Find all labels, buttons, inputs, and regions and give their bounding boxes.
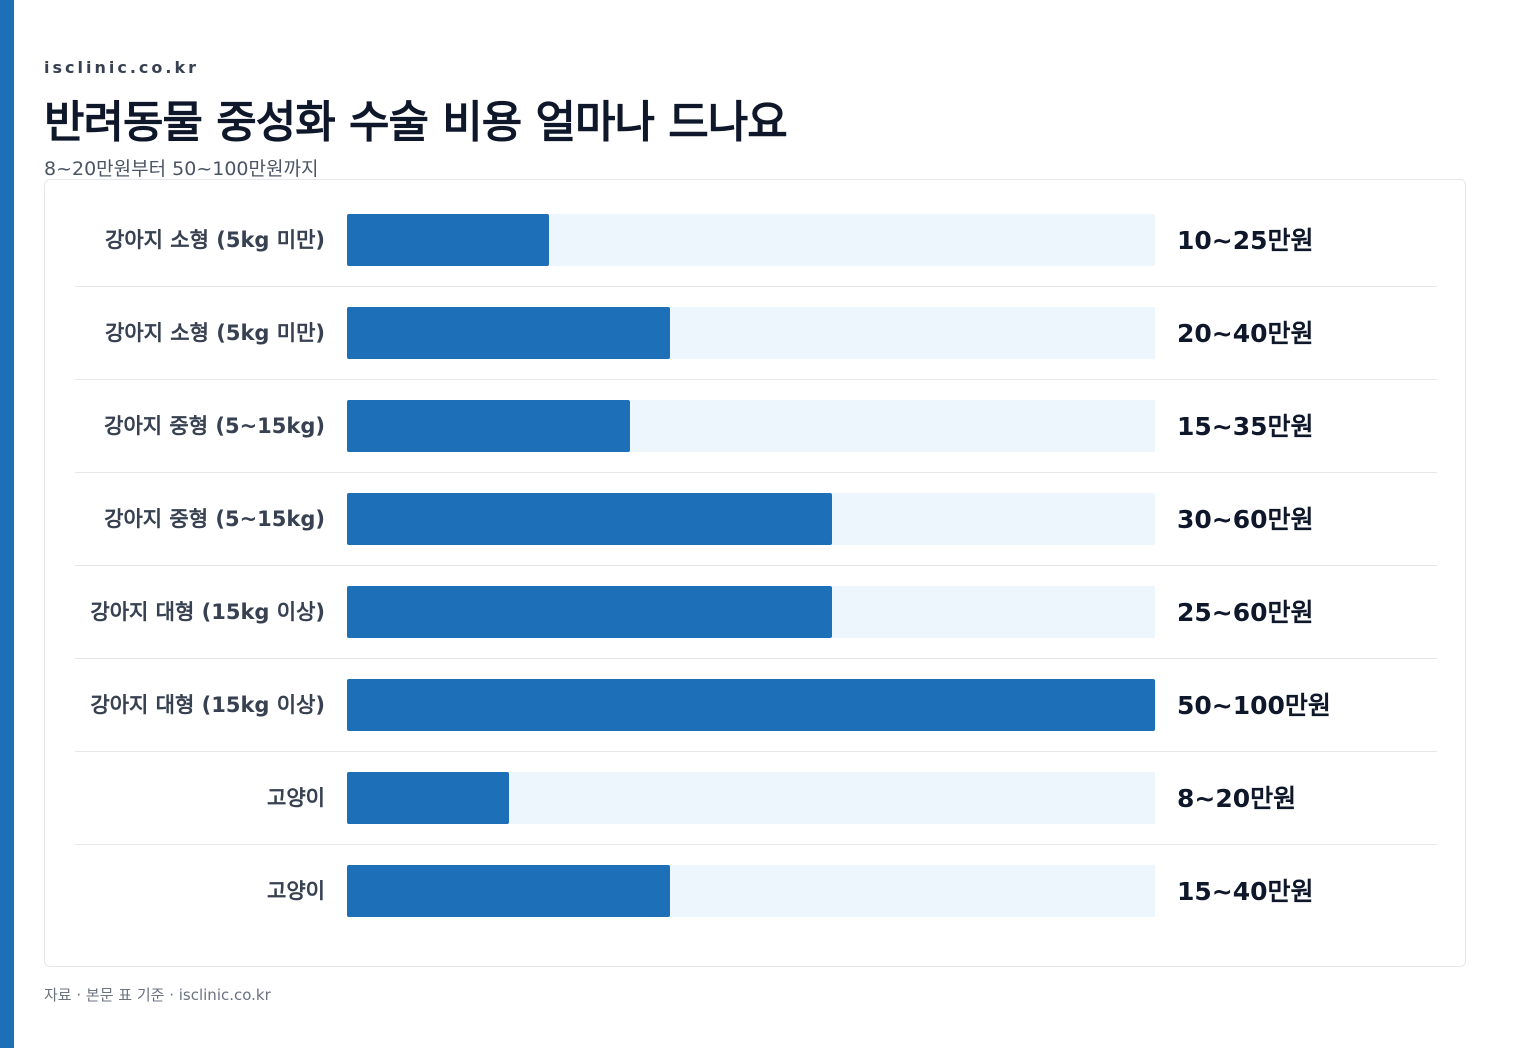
bar-track — [347, 214, 1155, 266]
category-label: 강아지 소형 (5kg 미만) — [105, 321, 325, 345]
value-label: 15~35만원 — [1177, 412, 1314, 441]
value-label: 20~40만원 — [1177, 319, 1314, 348]
bar-track — [347, 400, 1155, 452]
bar-row: 고양이 15~40만원 — [75, 845, 1437, 938]
bar-track — [347, 307, 1155, 359]
bar — [347, 772, 509, 824]
bar — [347, 307, 671, 359]
category-label: 고양이 — [267, 786, 325, 810]
bar — [347, 493, 832, 545]
bar-row: 강아지 소형 (5kg 미만) 20~40만원 — [75, 287, 1437, 380]
bar-track — [347, 772, 1155, 824]
bar-row: 강아지 대형 (15kg 이상) 25~60만원 — [75, 566, 1437, 659]
value-label: 10~25만원 — [1177, 226, 1314, 255]
bar — [347, 679, 1155, 731]
value-label: 50~100만원 — [1177, 691, 1331, 720]
bar-track — [347, 586, 1155, 638]
category-label: 강아지 중형 (5~15kg) — [104, 414, 325, 438]
chart-subtitle: 8~20만원부터 50~100만원까지 — [44, 158, 319, 180]
bar-track — [347, 679, 1155, 731]
bar — [347, 214, 549, 266]
value-label: 15~40만원 — [1177, 877, 1314, 906]
bar — [347, 586, 832, 638]
bar-track — [347, 865, 1155, 917]
bar-rows: 강아지 소형 (5kg 미만) 10~25만원 강아지 소형 (5kg 미만) 20~… — [75, 194, 1437, 938]
value-label: 25~60만원 — [1177, 598, 1314, 627]
chart-card: 강아지 소형 (5kg 미만) 10~25만원 강아지 소형 (5kg 미만) 20~… — [44, 179, 1466, 967]
bar-track — [347, 493, 1155, 545]
category-label: 고양이 — [267, 879, 325, 903]
value-label: 8~20만원 — [1177, 784, 1297, 813]
bar — [347, 400, 630, 452]
chart-title: 반려동물 중성화 수술 비용 얼마나 드나요 — [44, 97, 788, 148]
category-label: 강아지 대형 (15kg 이상) — [90, 600, 325, 624]
accent-bar — [0, 0, 14, 1048]
category-label: 강아지 소형 (5kg 미만) — [105, 228, 325, 252]
source-note: 자료 · 본문 표 기준 · isclinic.co.kr — [44, 986, 271, 1004]
bar-row: 강아지 대형 (15kg 이상) 50~100만원 — [75, 659, 1437, 752]
site-name: isclinic.co.kr — [44, 58, 199, 77]
bar-row: 강아지 중형 (5~15kg) 30~60만원 — [75, 473, 1437, 566]
bar-row: 강아지 소형 (5kg 미만) 10~25만원 — [75, 194, 1437, 287]
category-label: 강아지 대형 (15kg 이상) — [90, 693, 325, 717]
bar-row: 고양이 8~20만원 — [75, 752, 1437, 845]
bar-row: 강아지 중형 (5~15kg) 15~35만원 — [75, 380, 1437, 473]
category-label: 강아지 중형 (5~15kg) — [104, 507, 325, 531]
value-label: 30~60만원 — [1177, 505, 1314, 534]
bar — [347, 865, 671, 917]
